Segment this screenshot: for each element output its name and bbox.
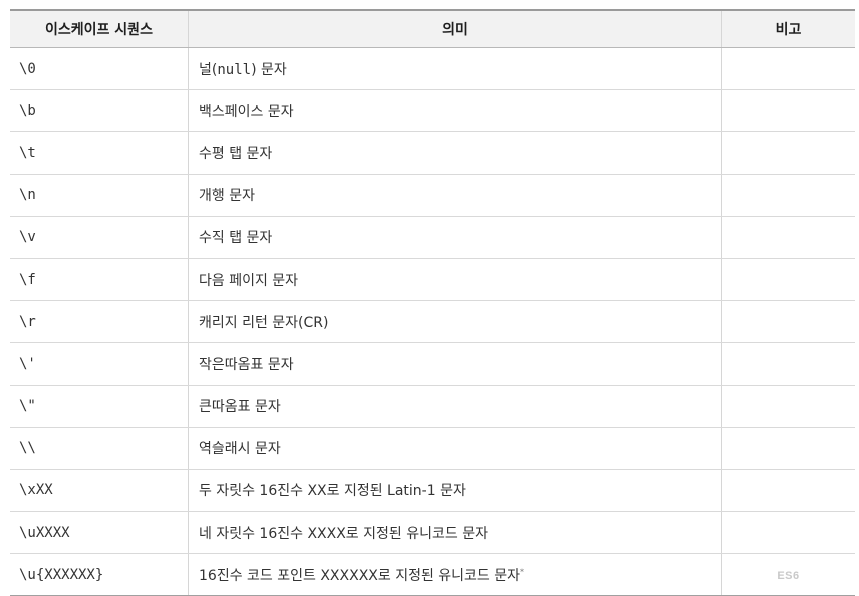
- meaning-cell: 16진수 코드 포인트 XXXXXX로 지정된 유니코드 문자*: [188, 553, 722, 596]
- meaning-cell: 백스페이스 문자: [188, 89, 722, 133]
- meaning-cell: 널(null) 문자: [188, 47, 722, 91]
- table-row: \f 다음 페이지 문자: [10, 258, 855, 302]
- table-row: \v 수직 탭 문자: [10, 216, 855, 259]
- escape-sequence-cell: \n: [10, 174, 189, 217]
- meaning-cell: 네 자릿수 16진수 XXXX로 지정된 유니코드 문자: [188, 511, 722, 555]
- meaning-cell: 역슬래시 문자: [188, 427, 722, 470]
- meaning-text: 16진수 코드 포인트 XXXXXX로 지정된 유니코드 문자: [199, 567, 521, 584]
- meaning-cell: 다음 페이지 문자: [188, 258, 722, 302]
- escape-sequence-cell: \r: [10, 300, 189, 344]
- table-row: \" 큰따옴표 문자: [10, 385, 855, 428]
- meaning-cell: 수직 탭 문자: [188, 216, 722, 259]
- note-cell: [721, 258, 855, 302]
- table-row: \b 백스페이스 문자: [10, 89, 855, 133]
- table-body: \0 널(null) 문자 \b 백스페이스 문자 \t 수평 탭 문자 \n …: [10, 47, 855, 596]
- table-row: \0 널(null) 문자: [10, 47, 855, 91]
- escape-sequence-cell: \xXX: [10, 469, 189, 513]
- header-meaning: 의미: [188, 9, 722, 48]
- table-row: \\ 역슬래시 문자: [10, 427, 855, 470]
- note-cell: [721, 131, 855, 175]
- escape-sequence-cell: \b: [10, 89, 189, 133]
- escape-sequence-cell: \0: [10, 47, 189, 91]
- table-row: \uXXXX 네 자릿수 16진수 XXXX로 지정된 유니코드 문자: [10, 511, 855, 555]
- note-cell: [721, 342, 855, 386]
- es6-badge: ES6: [777, 569, 800, 582]
- escape-sequence-cell: \t: [10, 131, 189, 175]
- table-row: \n 개행 문자: [10, 174, 855, 217]
- table-header: 이스케이프 시퀀스 의미 비고: [10, 9, 855, 48]
- escape-sequence-cell: \": [10, 385, 189, 428]
- note-cell: [721, 216, 855, 259]
- note-cell: [721, 385, 855, 428]
- table-row: \r 캐리지 리턴 문자(CR): [10, 300, 855, 344]
- footnote-marker: *: [520, 567, 525, 577]
- meaning-cell: 캐리지 리턴 문자(CR): [188, 300, 722, 344]
- escape-sequence-cell: \u{XXXXXX}: [10, 553, 189, 596]
- note-cell: [721, 511, 855, 555]
- null-code: null: [217, 61, 252, 78]
- meaning-text: 널(: [199, 61, 218, 78]
- note-cell: [721, 427, 855, 470]
- meaning-cell: 수평 탭 문자: [188, 131, 722, 175]
- escape-sequence-table: 이스케이프 시퀀스 의미 비고 \0 널(null) 문자 \b 백스페이스 문…: [10, 9, 855, 596]
- table-row: \u{XXXXXX} 16진수 코드 포인트 XXXXXX로 지정된 유니코드 …: [10, 553, 855, 596]
- table-row: \' 작은따옴표 문자: [10, 342, 855, 386]
- note-cell: ES6: [721, 553, 855, 596]
- escape-sequence-cell: \uXXXX: [10, 511, 189, 555]
- note-cell: [721, 300, 855, 344]
- escape-sequence-cell: \': [10, 342, 189, 386]
- escape-sequence-cell: \v: [10, 216, 189, 259]
- meaning-cell: 두 자릿수 16진수 XX로 지정된 Latin-1 문자: [188, 469, 722, 513]
- table-row: \xXX 두 자릿수 16진수 XX로 지정된 Latin-1 문자: [10, 469, 855, 513]
- header-note: 비고: [721, 9, 855, 48]
- note-cell: [721, 469, 855, 513]
- meaning-cell: 작은따옴표 문자: [188, 342, 722, 386]
- note-cell: [721, 174, 855, 217]
- meaning-cell: 큰따옴표 문자: [188, 385, 722, 428]
- meaning-cell: 개행 문자: [188, 174, 722, 217]
- header-escape-sequence: 이스케이프 시퀀스: [10, 9, 189, 48]
- escape-sequence-cell: \f: [10, 258, 189, 302]
- table-row: \t 수평 탭 문자: [10, 131, 855, 175]
- note-cell: [721, 89, 855, 133]
- note-cell: [721, 47, 855, 91]
- escape-sequence-cell: \\: [10, 427, 189, 470]
- header-row: 이스케이프 시퀀스 의미 비고: [10, 9, 855, 48]
- escape-sequence-table-container: 이스케이프 시퀀스 의미 비고 \0 널(null) 문자 \b 백스페이스 문…: [10, 9, 855, 596]
- meaning-text: ) 문자: [251, 61, 287, 78]
